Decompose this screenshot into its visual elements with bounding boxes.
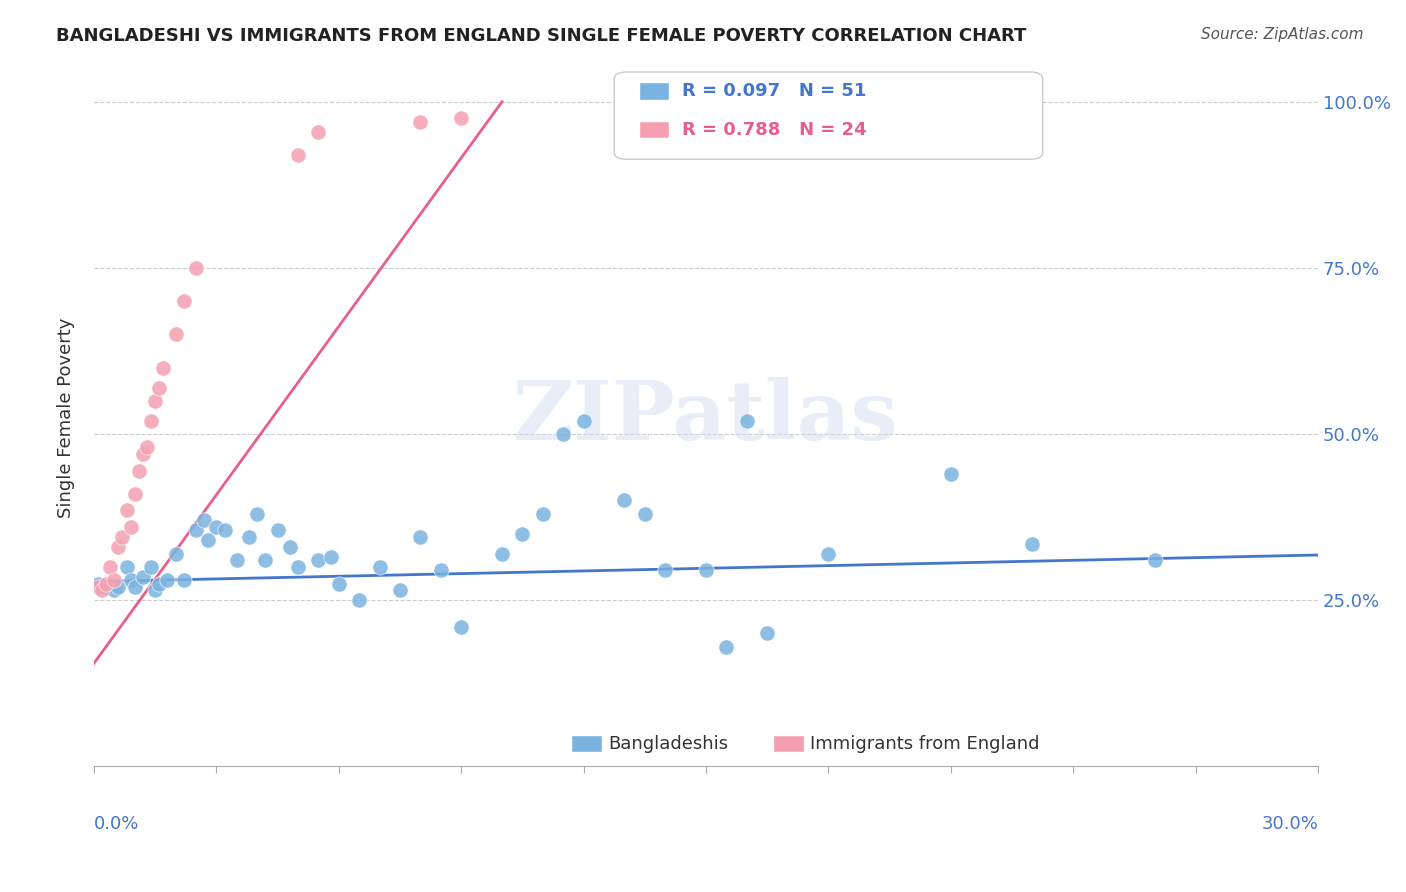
Point (254, 553, 277, 567)
Point (388, 583, 411, 598)
Bar (638, 82, 669, 100)
Point (1021, 537, 1043, 551)
Text: ZIPatlas: ZIPatlas (513, 377, 898, 458)
Point (1143, 553, 1166, 567)
Point (124, 487, 146, 501)
Point (307, 553, 329, 567)
Point (143, 583, 166, 598)
Point (103, 573, 125, 587)
Point (553, 427, 575, 442)
Text: 30.0%: 30.0% (1261, 815, 1319, 833)
Point (266, 524, 288, 538)
Point (120, 520, 142, 534)
Bar (638, 120, 669, 138)
Point (156, 573, 179, 587)
Point (165, 547, 187, 561)
Text: R = 0.097   N = 51: R = 0.097 N = 51 (682, 82, 866, 100)
Point (246, 507, 269, 521)
Point (307, 125, 329, 139)
Point (193, 513, 215, 527)
Point (87, 580, 110, 594)
Point (328, 576, 350, 591)
Point (214, 524, 236, 538)
Point (132, 447, 155, 461)
Point (98, 560, 121, 574)
Point (107, 540, 129, 554)
Point (491, 547, 513, 561)
Point (238, 530, 260, 544)
Point (128, 464, 150, 478)
Point (735, 414, 758, 428)
Point (205, 520, 228, 534)
Point (111, 530, 134, 544)
Point (319, 549, 342, 564)
Point (143, 393, 166, 408)
Point (634, 507, 657, 521)
Text: Immigrants from England: Immigrants from England (810, 735, 1039, 753)
Point (173, 573, 195, 587)
Point (939, 467, 962, 481)
Text: R = 0.788   N = 24: R = 0.788 N = 24 (682, 120, 866, 138)
Point (136, 440, 159, 454)
Point (287, 560, 309, 574)
Point (531, 507, 554, 521)
Point (409, 114, 432, 128)
Point (184, 260, 207, 275)
Point (124, 580, 146, 594)
Bar (571, 735, 602, 752)
Point (132, 570, 155, 584)
Point (287, 148, 309, 162)
Text: Bangladeshis: Bangladeshis (609, 735, 728, 753)
Text: BANGLADESHI VS IMMIGRANTS FROM ENGLAND SINGLE FEMALE POVERTY CORRELATION CHART: BANGLADESHI VS IMMIGRANTS FROM ENGLAND S… (56, 27, 1026, 45)
Point (107, 580, 129, 594)
Point (103, 583, 125, 598)
Point (165, 327, 187, 342)
Point (173, 294, 195, 309)
Text: 0.0%: 0.0% (94, 815, 139, 833)
Bar (773, 735, 804, 752)
Point (716, 640, 738, 654)
Point (409, 530, 432, 544)
Point (152, 360, 174, 375)
Point (347, 593, 370, 607)
Point (368, 560, 391, 574)
Y-axis label: Single Female Poverty: Single Female Poverty (58, 318, 75, 517)
Point (91, 583, 114, 598)
Point (512, 526, 534, 541)
Point (120, 573, 142, 587)
Point (197, 533, 219, 548)
Point (115, 560, 138, 574)
Point (817, 547, 839, 561)
Point (756, 626, 779, 640)
FancyBboxPatch shape (614, 72, 1043, 160)
Point (654, 563, 676, 577)
Point (572, 414, 595, 428)
Point (148, 380, 170, 394)
Point (139, 414, 162, 428)
Point (96, 576, 118, 591)
Point (450, 112, 472, 126)
Point (225, 553, 247, 567)
Point (87, 576, 110, 591)
Point (430, 563, 453, 577)
Point (184, 524, 207, 538)
Point (613, 493, 636, 508)
Point (695, 563, 717, 577)
Point (139, 560, 162, 574)
Point (450, 620, 472, 634)
Point (148, 576, 170, 591)
Point (96, 580, 118, 594)
Text: Source: ZipAtlas.com: Source: ZipAtlas.com (1201, 27, 1364, 42)
Point (278, 540, 301, 554)
Point (115, 503, 138, 517)
